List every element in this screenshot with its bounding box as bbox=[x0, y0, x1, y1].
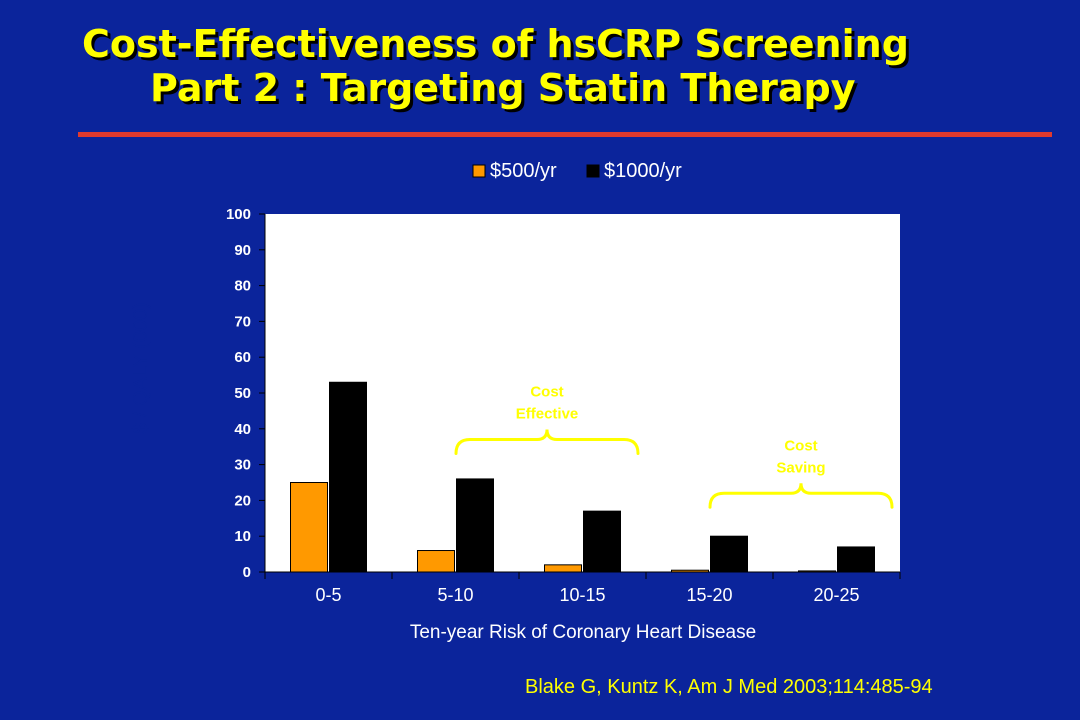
slide-title-line-2: Part 2 : Targeting Statin Therapy bbox=[150, 66, 856, 110]
annotation-brace-1 bbox=[454, 429, 640, 456]
y-tick-label: 30 bbox=[234, 457, 251, 474]
bar-500-2 bbox=[544, 564, 582, 573]
legend-swatch-500 bbox=[472, 164, 486, 178]
legend-label-1000: $1000/yr bbox=[604, 160, 682, 182]
slide-title-line-1: Cost-Effectiveness of hsCRP Screening bbox=[82, 22, 909, 66]
legend-swatch-1000 bbox=[586, 164, 600, 178]
bar-1000-0 bbox=[329, 381, 367, 573]
x-axis-title: Ten-year Risk of Coronary Heart Disease bbox=[410, 622, 756, 643]
y-tick-label: 10 bbox=[234, 528, 251, 545]
y-tick-label: 90 bbox=[234, 242, 251, 259]
x-tick-label: 20-25 bbox=[813, 585, 859, 605]
annotation-brace-2 bbox=[708, 483, 894, 509]
annotation-label-2-0: Cost bbox=[784, 437, 817, 454]
x-tick-label: 10-15 bbox=[559, 585, 605, 605]
x-tick-label: 5-10 bbox=[437, 585, 473, 605]
y-tick-label: 100 bbox=[226, 206, 251, 223]
annotation-label-0-1: Comparable bbox=[283, 305, 370, 322]
y-tick-label: 0 bbox=[243, 564, 251, 581]
bar-1000-2 bbox=[583, 510, 621, 573]
y-tick-label: 20 bbox=[234, 492, 251, 509]
bar-500-1 bbox=[417, 550, 455, 573]
legend-label-500: $500/yr bbox=[490, 160, 557, 182]
y-tick-label: 50 bbox=[234, 385, 251, 402]
title-divider bbox=[78, 132, 1052, 137]
bar-1000-4 bbox=[837, 546, 875, 573]
plot-area bbox=[265, 214, 900, 572]
y-tick-label: 40 bbox=[234, 421, 251, 438]
citation: Blake G, Kuntz K, Am J Med 2003;114:485-… bbox=[525, 676, 933, 698]
annotation-label-2-1: Saving bbox=[776, 459, 825, 476]
bar-1000-3 bbox=[710, 535, 748, 573]
bar-500-0 bbox=[290, 482, 328, 573]
x-tick-label: 15-20 bbox=[686, 585, 732, 605]
y-tick-label: 70 bbox=[234, 313, 251, 330]
x-tick-label: 0-5 bbox=[315, 585, 341, 605]
annotation-brace-0 bbox=[287, 336, 366, 362]
annotation-label-0-0: Cost bbox=[310, 283, 343, 300]
bar-1000-1 bbox=[456, 478, 494, 573]
y-axis-title: $ / QALY (000) bbox=[130, 302, 152, 434]
y-tick-label: 60 bbox=[234, 349, 251, 366]
y-tick-label: 80 bbox=[234, 278, 251, 295]
annotation-label-1-1: Effective bbox=[516, 406, 579, 423]
annotation-label-1-0: Cost bbox=[530, 384, 563, 401]
